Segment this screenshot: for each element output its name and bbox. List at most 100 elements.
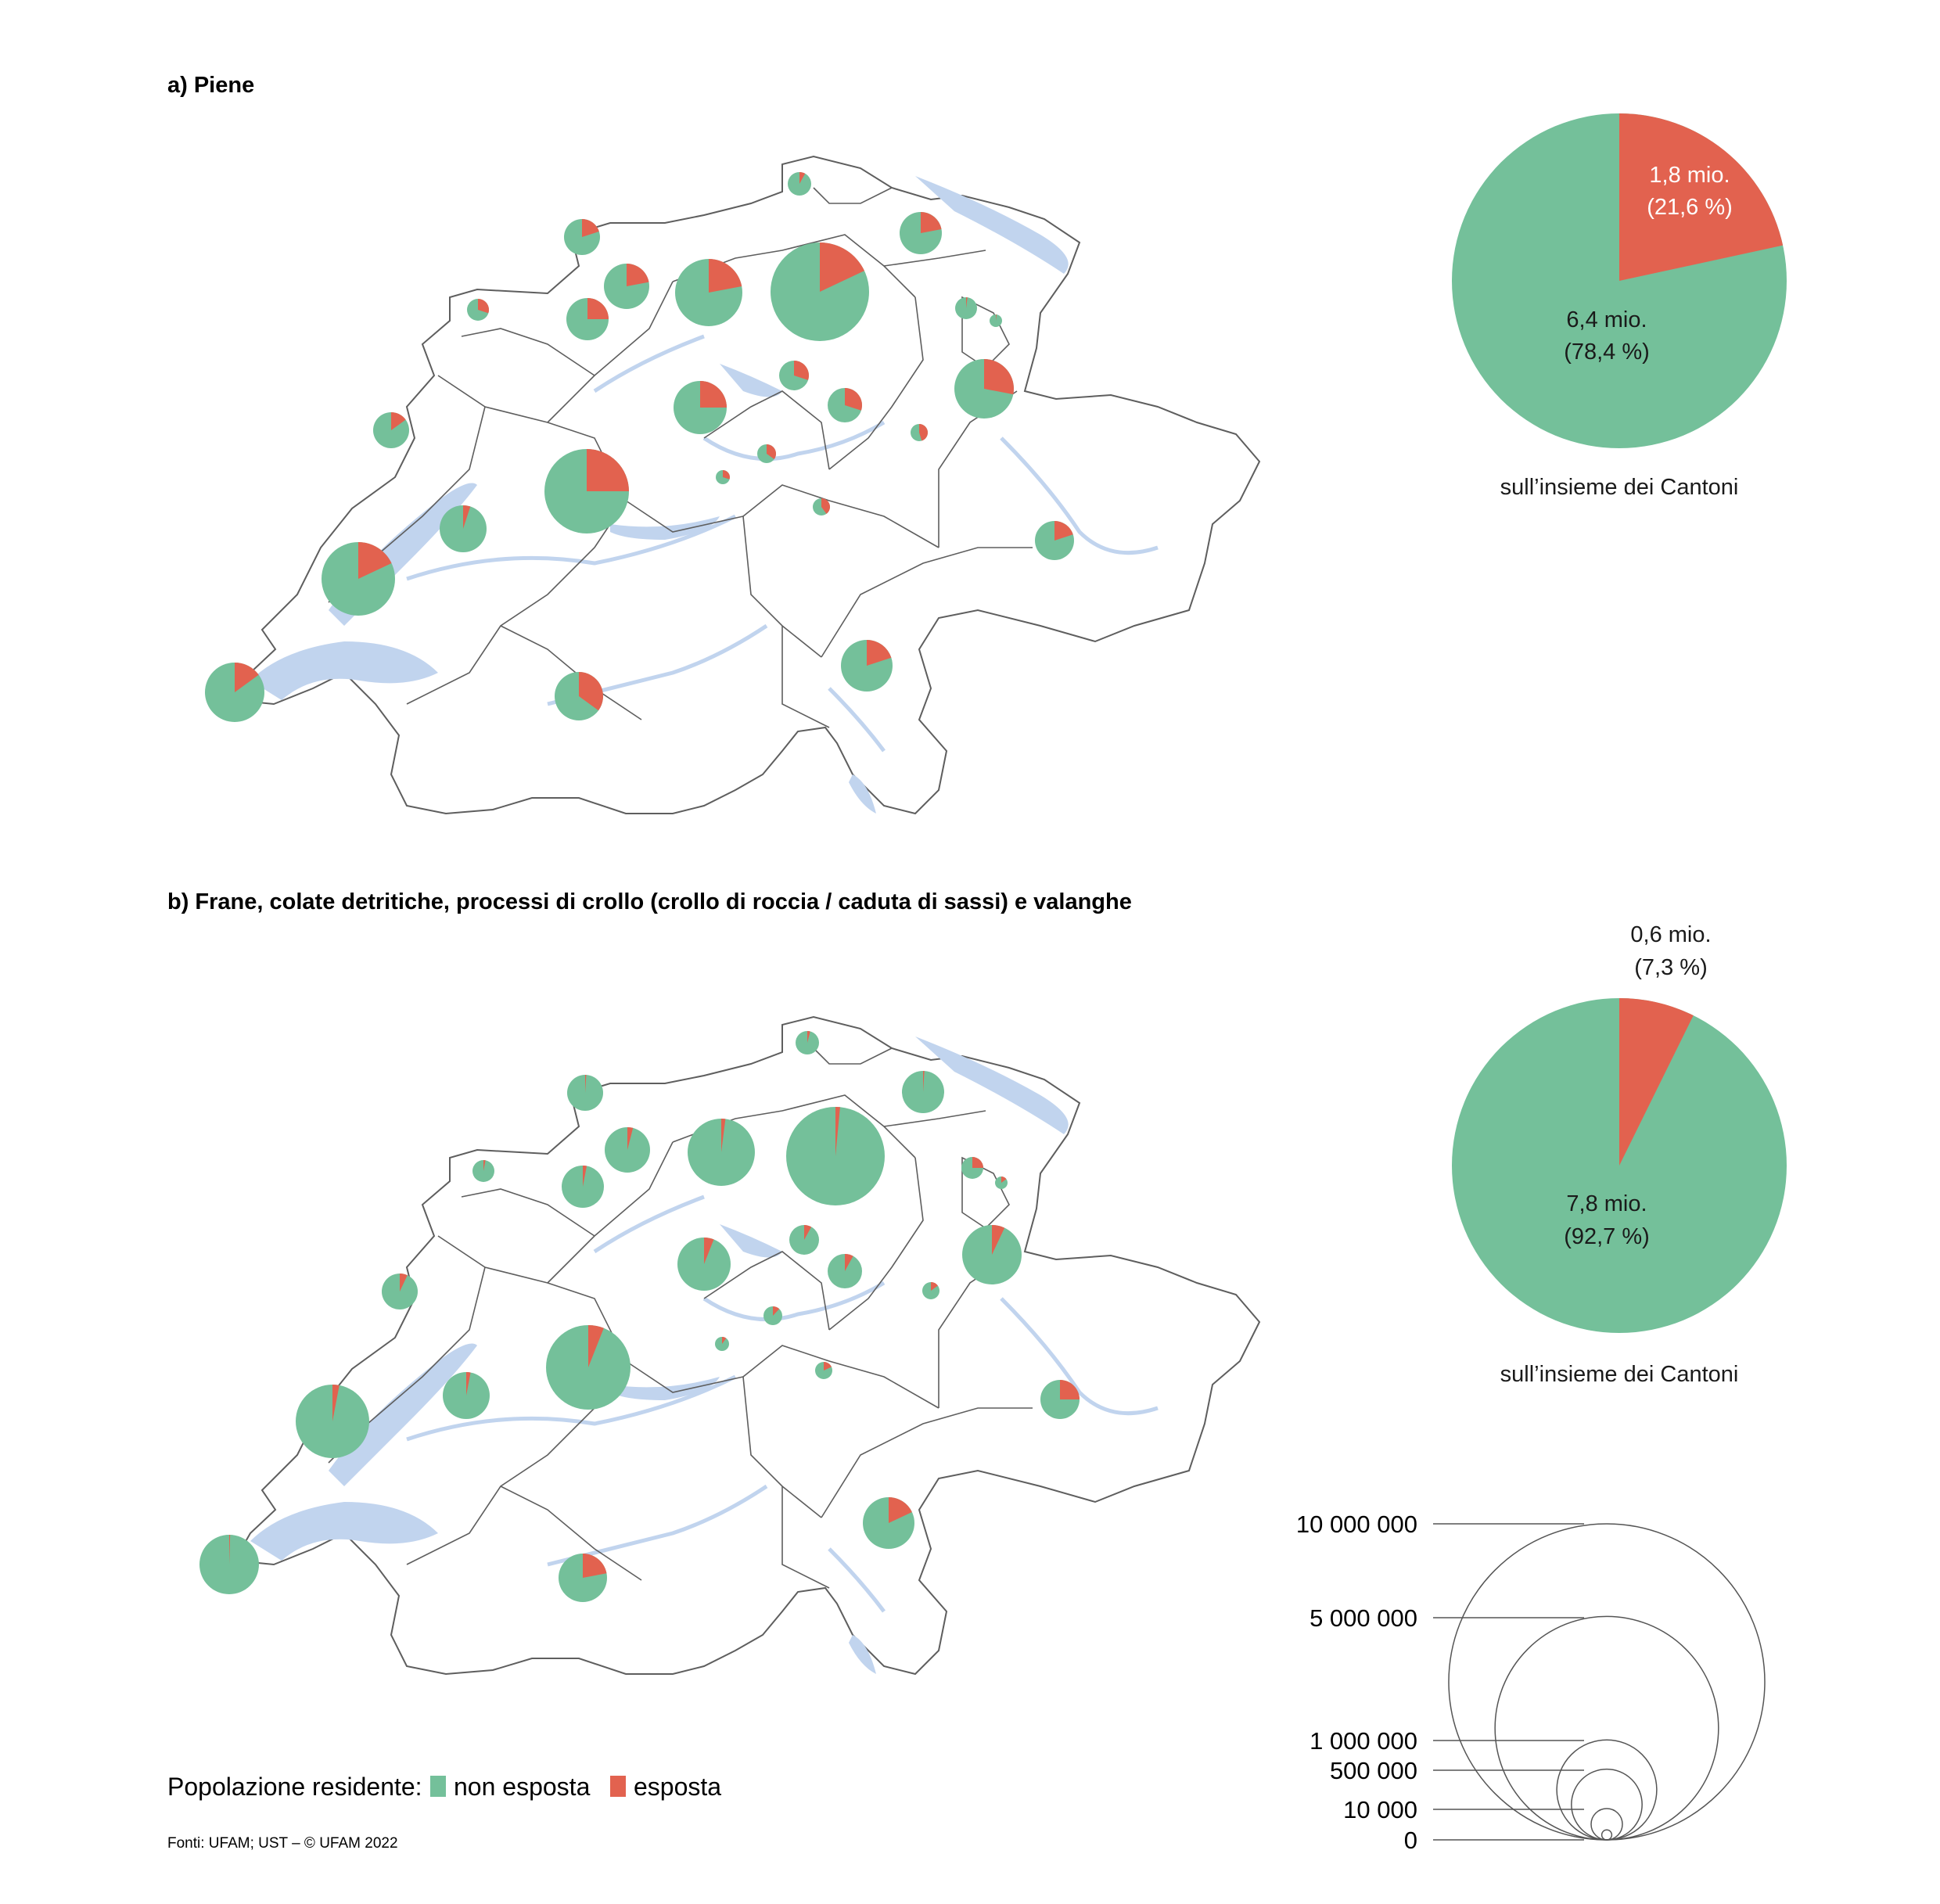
map-a-switzerland <box>205 155 1261 815</box>
total-b <box>1452 998 1787 1333</box>
canton-pie-b-ar-exposed-slice <box>972 1157 983 1168</box>
scale-circle <box>1571 1768 1643 1841</box>
total-a-exposed-slice <box>1619 113 1784 281</box>
canton-pie-a-lu-exposed-slice <box>700 381 727 408</box>
total-a-not-exposed-label-1: 6,4 mio. <box>1566 307 1647 332</box>
canton-pie-b-ne <box>382 1274 418 1309</box>
canton-pie-b-ge-exposed-slice <box>229 1535 231 1565</box>
map-b-lake <box>720 1224 782 1258</box>
canton-pie-a-sg-exposed-slice <box>984 359 1014 395</box>
canton-pie-b-sh-exposed-slice <box>807 1031 810 1043</box>
map-b-canton-border <box>500 1485 642 1581</box>
total-b-not-exposed-label-1: 7,8 mio. <box>1566 1191 1647 1216</box>
canton-pie-a-ne <box>373 412 409 448</box>
canton-pie-b-so-exposed-slice <box>583 1166 587 1187</box>
map-b-lake <box>849 1635 876 1674</box>
map-a-canton-border <box>781 626 830 728</box>
map-a-canton-border <box>883 250 986 267</box>
canton-pie-a-ar <box>955 297 977 319</box>
canton-pie-b-zh <box>786 1107 885 1205</box>
map-a-canton-border <box>961 296 1010 369</box>
map-b-canton-border <box>828 1157 924 1331</box>
map-b-country-outline <box>233 1015 1261 1676</box>
canton-pie-b-nw-exposed-slice <box>773 1306 780 1316</box>
canton-pie-b-zg-exposed-slice <box>845 1254 853 1271</box>
canton-pie-b-ag-exposed-slice <box>721 1119 726 1152</box>
canton-pie-b-ti-exposed-slice <box>889 1496 912 1523</box>
canton-pie-b-bs <box>567 1075 603 1111</box>
canton-pie-b-be-exposed-slice <box>588 1325 604 1367</box>
map-a-canton-border <box>500 625 642 720</box>
canton-pie-a-ow-exposed-slice <box>723 470 731 480</box>
canton-pie-a-ag-exposed-slice <box>709 259 742 293</box>
canton-pie-a-ur <box>813 498 830 516</box>
canton-pie-a-nw <box>757 444 776 463</box>
map-b-canton-border <box>883 1110 986 1127</box>
canton-pie-a-ju-exposed-slice <box>478 299 489 314</box>
canton-pie-b-nw <box>763 1306 782 1325</box>
canton-pie-b-be <box>546 1325 630 1410</box>
total-b-exposed-slice <box>1619 998 1694 1166</box>
canton-pie-b-ne-exposed-slice <box>400 1274 408 1291</box>
map-b-canton-border <box>742 1376 822 1518</box>
canton-pie-a-vd-exposed-slice <box>358 542 392 579</box>
scale-label: 500 000 <box>1330 1757 1417 1784</box>
map-b-canton-border <box>821 1407 1033 1518</box>
canton-pie-b-ur-exposed-slice <box>824 1362 832 1371</box>
total-b-not-exposed-label-2: (92,7 %) <box>1564 1224 1650 1249</box>
canton-pie-a-zh-exposed-slice <box>820 242 865 292</box>
canton-pie-b-so <box>562 1166 604 1208</box>
canton-pie-a-fr-exposed-slice <box>463 505 471 529</box>
map-b-canton-border <box>813 1047 893 1065</box>
map-b-river <box>828 1547 886 1613</box>
legend-swatch-exposed <box>610 1776 626 1797</box>
canton-pie-a-gl <box>911 424 928 441</box>
canton-pie-b-bl <box>605 1127 650 1173</box>
canton-pie-a-sh-exposed-slice <box>799 172 806 184</box>
map-b-canton-border <box>547 1141 674 1284</box>
map-b-canton-border <box>742 1345 939 1409</box>
canton-pie-a-ai <box>990 314 1002 327</box>
map-a-canton-border <box>821 547 1033 658</box>
map-b-river <box>702 1281 886 1322</box>
canton-pie-b-vd-exposed-slice <box>332 1385 340 1421</box>
canton-pie-b-ur <box>815 1362 832 1379</box>
map-a-river <box>702 420 886 462</box>
canton-pie-a-ge-exposed-slice <box>235 663 259 692</box>
panel-b-title: b) Frane, colate detritiche, processi di… <box>167 889 1132 914</box>
total-pie-b <box>1452 998 1787 1333</box>
map-b-canton-border <box>703 1251 830 1331</box>
canton-pie-a-so-exposed-slice <box>587 298 609 319</box>
canton-pie-b-fr <box>443 1372 490 1419</box>
canton-pie-b-sg <box>962 1225 1022 1284</box>
canton-pie-b-gr-exposed-slice <box>1060 1380 1080 1399</box>
canton-pie-a-vs <box>555 672 603 720</box>
map-b-river <box>1000 1297 1159 1416</box>
map-a-river <box>593 334 705 393</box>
canton-pie-a-ur-exposed-slice <box>821 498 830 514</box>
canton-pie-a-so <box>566 298 609 340</box>
map-a-canton-border <box>461 328 595 376</box>
canton-pie-b-ju-exposed-slice <box>483 1160 486 1171</box>
scale-label: 5 000 000 <box>1310 1604 1417 1632</box>
canton-pie-a-sg <box>954 359 1014 419</box>
canton-pie-a-ar-exposed-slice <box>966 297 968 308</box>
canton-pie-a-bs <box>564 219 600 255</box>
map-a-river <box>406 514 737 581</box>
legend-exposed: esposta <box>634 1773 721 1801</box>
map-a-lake <box>720 364 782 397</box>
map-a-lake <box>610 516 720 540</box>
canton-pie-b-lu-exposed-slice <box>704 1238 714 1264</box>
legend-not-exposed: non esposta <box>454 1773 591 1801</box>
canton-pie-b-ow <box>715 1337 729 1351</box>
canton-pie-a-be <box>544 449 629 533</box>
canton-pie-b-tg <box>902 1071 944 1113</box>
scale-circle <box>1494 1615 1719 1841</box>
map-b-canton-border <box>781 1486 830 1589</box>
total-b-exposed-label-1: 0,6 mio. <box>1630 922 1711 947</box>
map-b-canton-border <box>961 1156 1010 1230</box>
canton-pie-a-zh <box>771 242 869 341</box>
map-b-lake <box>610 1377 720 1400</box>
canton-pie-a-sz-exposed-slice <box>794 361 809 380</box>
